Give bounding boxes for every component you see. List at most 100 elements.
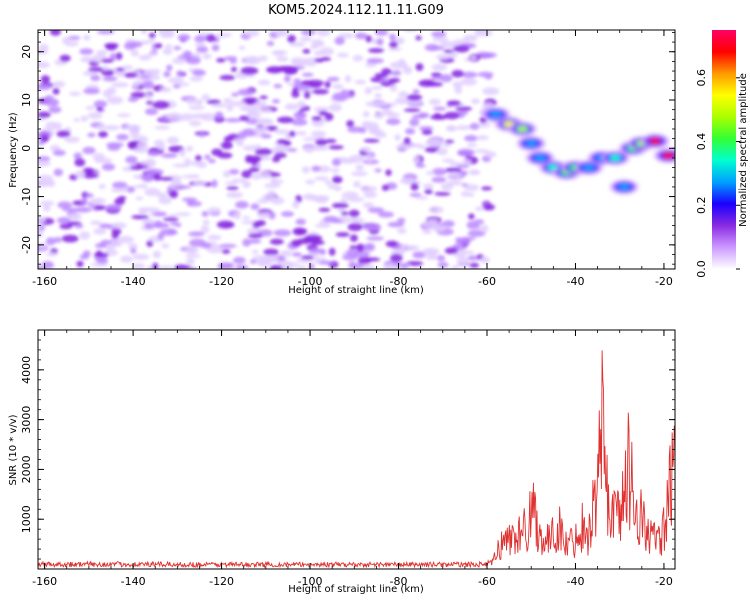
noise-blob — [172, 57, 186, 65]
noise-blob — [76, 260, 84, 268]
noise-blob — [107, 144, 121, 151]
noise-blob — [193, 180, 207, 186]
noise-blob — [335, 232, 350, 237]
noise-blob — [347, 197, 365, 203]
noise-blob — [127, 243, 138, 249]
noise-blob — [147, 151, 161, 157]
noise-blob — [111, 222, 127, 229]
noise-blob — [447, 171, 462, 181]
noise-blob — [62, 36, 71, 45]
noise-blob — [45, 237, 56, 246]
noise-blob — [269, 264, 283, 269]
noise-blob — [176, 70, 184, 77]
noise-blob — [271, 156, 281, 163]
noise-blob — [385, 240, 398, 248]
noise-blob — [142, 70, 160, 77]
noise-blob — [240, 66, 259, 75]
noise-blob — [291, 118, 308, 126]
noise-blob — [295, 218, 307, 226]
noise-blob — [436, 255, 446, 262]
noise-blob — [90, 75, 101, 82]
noise-blob — [289, 41, 306, 47]
noise-blob — [464, 184, 480, 192]
noise-blob — [300, 80, 314, 86]
noise-blob — [294, 131, 307, 136]
noise-blob — [132, 253, 150, 261]
noise-blob — [452, 81, 463, 89]
noise-blob — [451, 69, 464, 78]
noise-blob — [40, 134, 49, 143]
noise-blob — [252, 126, 269, 133]
noise-blob — [248, 167, 260, 173]
noise-blob — [201, 94, 211, 101]
noise-blob — [96, 49, 109, 56]
noise-blob — [340, 89, 350, 94]
noise-blob — [395, 97, 409, 105]
noise-blob — [270, 179, 284, 185]
noise-blob — [274, 152, 287, 159]
noise-blob — [82, 146, 96, 155]
noise-blob — [79, 48, 94, 55]
noise-blob — [456, 256, 469, 265]
noise-blob — [394, 134, 401, 141]
noise-blob — [318, 110, 329, 116]
noise-blob — [138, 54, 152, 61]
noise-blob — [116, 133, 129, 141]
noise-blob — [174, 264, 192, 269]
noise-blob — [53, 168, 64, 177]
colorbar-tick-label: 0.6 — [695, 69, 708, 87]
noise-blob — [447, 126, 459, 131]
noise-blob — [311, 145, 329, 151]
noise-blob — [353, 250, 371, 258]
noise-blob — [242, 215, 251, 220]
spectrogram-y-tick-label: 10 — [20, 93, 33, 107]
noise-blob — [288, 262, 299, 267]
noise-blob — [461, 71, 478, 78]
noise-blob — [300, 30, 316, 36]
noise-blob — [217, 262, 235, 269]
chart-title: KOM5.2024.112.11.11.G09 — [268, 3, 444, 18]
noise-blob — [311, 39, 324, 48]
noise-blob — [453, 45, 470, 53]
snr-x-ticks: -160 -140 -120 -100 -80 -60 -40 -20 — [32, 330, 673, 588]
noise-blob — [80, 197, 88, 205]
noise-blob — [305, 148, 314, 153]
noise-blob — [412, 156, 421, 165]
noise-blob — [226, 186, 239, 191]
noise-blob — [428, 206, 444, 214]
spectrogram-heatmap — [38, 30, 675, 269]
noise-blob — [444, 111, 460, 120]
noise-blob — [105, 204, 122, 211]
noise-blob — [462, 158, 472, 166]
noise-blob — [402, 66, 413, 75]
spectrogram-x-tick-label: -160 — [32, 275, 57, 288]
noise-blob — [482, 87, 500, 96]
noise-blob — [129, 41, 143, 48]
spectrogram-y-tick-label: -10 — [20, 188, 33, 206]
noise-blob — [90, 220, 102, 226]
noise-blob — [152, 250, 161, 259]
noise-blob — [111, 231, 120, 239]
noise-blob — [169, 190, 179, 199]
noise-blob — [297, 100, 306, 108]
noise-blob — [389, 84, 398, 92]
noise-blob — [102, 65, 110, 71]
noise-blob — [179, 113, 194, 121]
noise-blob — [348, 209, 360, 218]
noise-blob — [64, 136, 80, 143]
noise-blob — [163, 217, 179, 222]
noise-blob — [144, 108, 158, 116]
noise-blob — [302, 137, 317, 141]
noise-blob — [439, 41, 456, 48]
noise-blob — [331, 202, 349, 209]
noise-blob — [442, 142, 452, 148]
noise-blob — [117, 195, 127, 201]
noise-blob — [38, 84, 52, 91]
noise-blob — [87, 132, 96, 138]
noise-blob — [139, 40, 151, 45]
noise-blob — [426, 138, 443, 147]
noise-blob — [148, 32, 156, 39]
noise-blob — [346, 92, 353, 99]
noise-blob — [365, 243, 376, 252]
noise-blob — [190, 160, 204, 167]
